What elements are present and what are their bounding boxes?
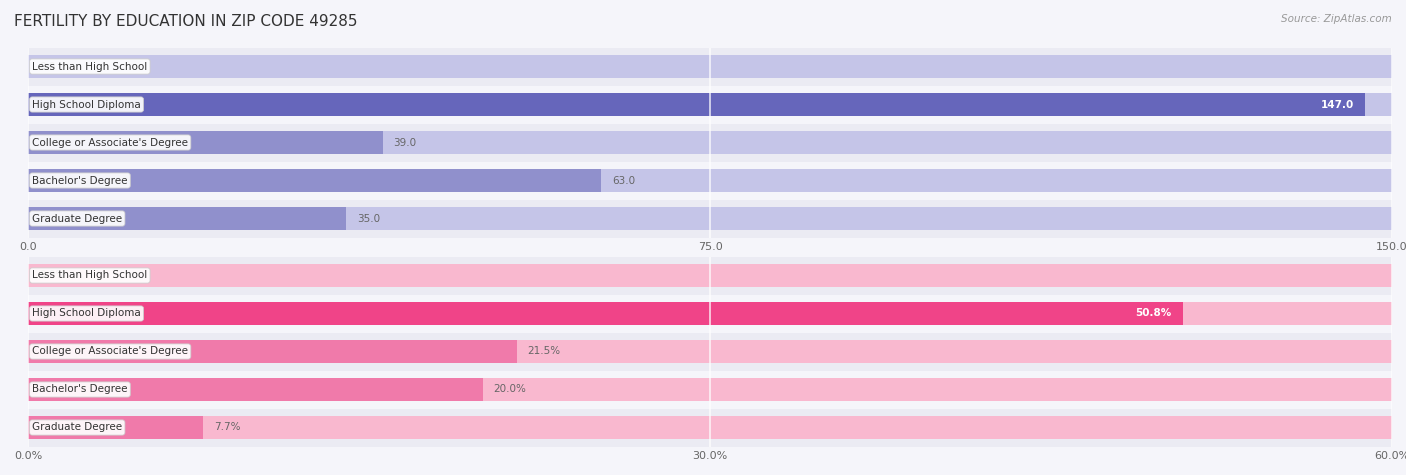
Bar (28, 408, 1392, 446)
Bar (28, 256, 1392, 294)
Bar (28, 162, 1392, 199)
Text: Less than High School: Less than High School (32, 61, 148, 72)
Bar (28, 169, 1392, 192)
Bar (28, 294, 1392, 332)
Text: College or Associate's Degree: College or Associate's Degree (32, 137, 188, 148)
Text: 39.0: 39.0 (394, 137, 416, 148)
Text: 0.0: 0.0 (39, 61, 55, 72)
Bar (28, 416, 202, 439)
Text: Graduate Degree: Graduate Degree (32, 422, 122, 433)
Bar (28, 340, 517, 363)
Text: 147.0: 147.0 (1320, 99, 1354, 110)
Text: High School Diploma: High School Diploma (32, 308, 141, 319)
Text: 0.0%: 0.0% (39, 270, 65, 281)
Text: Bachelor's Degree: Bachelor's Degree (32, 175, 128, 186)
Text: 50.8%: 50.8% (1136, 308, 1173, 319)
Bar (28, 86, 1392, 124)
Bar (28, 264, 1392, 287)
Text: Bachelor's Degree: Bachelor's Degree (32, 384, 128, 395)
Bar (28, 131, 382, 154)
Bar (28, 332, 1392, 371)
Bar (28, 378, 482, 401)
Bar (28, 302, 1392, 325)
Bar (28, 378, 1392, 401)
Text: 63.0: 63.0 (612, 175, 636, 186)
Text: Graduate Degree: Graduate Degree (32, 213, 122, 224)
Bar (28, 48, 1392, 86)
Text: FERTILITY BY EDUCATION IN ZIP CODE 49285: FERTILITY BY EDUCATION IN ZIP CODE 49285 (14, 14, 357, 29)
Text: High School Diploma: High School Diploma (32, 99, 141, 110)
Text: 7.7%: 7.7% (214, 422, 240, 433)
Bar (28, 207, 346, 230)
Bar (28, 93, 1365, 116)
Text: Less than High School: Less than High School (32, 270, 148, 281)
Bar (28, 93, 1392, 116)
Text: 20.0%: 20.0% (494, 384, 526, 395)
Bar (28, 131, 1392, 154)
Text: 21.5%: 21.5% (527, 346, 561, 357)
Bar (28, 340, 1392, 363)
Bar (28, 169, 600, 192)
Bar (28, 200, 1392, 238)
Bar (28, 207, 1392, 230)
Text: College or Associate's Degree: College or Associate's Degree (32, 346, 188, 357)
Text: 35.0: 35.0 (357, 213, 381, 224)
Bar (28, 370, 1392, 408)
Bar (28, 124, 1392, 162)
Bar (28, 416, 1392, 439)
Text: Source: ZipAtlas.com: Source: ZipAtlas.com (1281, 14, 1392, 24)
Bar (28, 55, 1392, 78)
Bar (28, 302, 1182, 325)
